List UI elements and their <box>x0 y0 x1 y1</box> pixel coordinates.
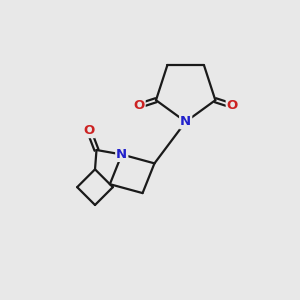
Text: N: N <box>116 148 127 161</box>
Text: O: O <box>83 124 95 137</box>
Text: O: O <box>227 99 238 112</box>
Text: N: N <box>180 115 191 128</box>
Text: O: O <box>134 99 145 112</box>
